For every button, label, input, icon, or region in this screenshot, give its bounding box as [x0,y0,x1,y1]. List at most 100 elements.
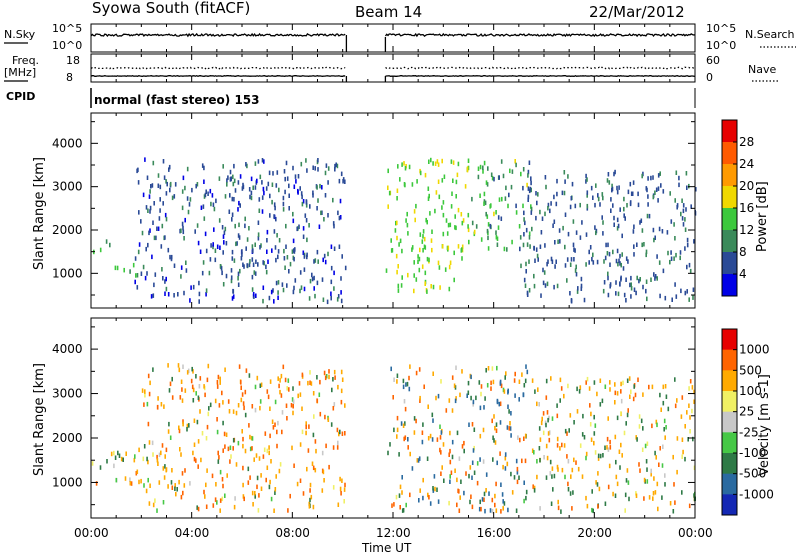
range-cell [256,475,259,481]
range-cell [617,223,620,229]
range-cell [429,211,431,216]
range-cell [401,508,404,513]
range-cell [594,450,597,455]
range-cell [448,500,450,506]
range-cell [614,400,616,405]
range-cell [431,247,433,253]
range-cell [147,459,149,465]
range-cell [322,257,324,263]
range-cell [510,411,512,416]
colorbar-swatch [722,252,737,275]
range-cell [207,363,210,369]
range-cell [640,218,643,223]
range-cell [263,260,265,266]
range-cell [406,211,408,217]
range-cell [689,429,691,434]
range-cell [461,244,464,249]
range-cell [226,178,228,183]
range-cell [496,398,499,404]
range-cell [506,247,508,252]
range-cell [533,283,536,289]
range-cell [486,214,489,219]
range-cell [635,290,637,296]
range-cell [245,368,248,373]
range-cell [306,168,308,173]
range-cell [260,473,262,478]
range-cell [508,426,511,431]
range-cell [281,282,284,287]
range-cell [273,508,275,513]
range-cell [463,448,465,454]
range-cell [523,277,526,283]
range-cell [510,433,512,438]
range-cell [277,280,280,285]
range-cell [564,179,566,184]
range-cell [422,234,424,239]
range-cell [535,215,537,221]
range-cell [679,250,682,255]
range-cell [189,197,192,202]
range-cell [468,473,470,479]
range-cell [203,165,205,171]
range-cell [309,278,312,284]
range-cell [684,290,687,296]
range-cell [483,491,486,497]
nave-series [90,66,696,70]
range-cell [169,254,171,260]
range-cell [589,245,592,250]
range-cell [483,405,485,410]
range-cell [490,380,492,386]
colorbar-swatch [722,230,737,253]
range-cell [401,275,403,280]
range-cell [151,254,153,260]
range-cell [274,487,277,492]
range-cell [431,437,434,442]
range-cell [483,201,485,206]
range-cell [492,457,494,462]
range-cell [650,472,652,477]
range-cell [427,492,429,498]
range-cell [333,369,336,375]
range-cell [652,491,655,496]
range-cell [180,494,183,500]
range-tick-label: 2000 [52,223,83,237]
range-cell [622,266,625,271]
range-cell [403,161,405,166]
range-cell [309,482,312,488]
range-cell [490,172,493,177]
range-cell [607,292,610,298]
range-cell [250,435,253,441]
range-cell [171,395,174,400]
range-cell [214,398,217,404]
range-cell [492,379,495,385]
range-cell [296,481,299,487]
range-cell [149,205,152,211]
range-cell [612,249,614,255]
range-cell [609,262,611,267]
range-cell [195,183,197,189]
range-cell [496,460,498,466]
range-cell [465,471,467,476]
range-cell [201,163,204,168]
range-cell [288,206,290,211]
range-cell [318,392,321,397]
range-cell [230,268,233,273]
range-cell [181,398,184,403]
range-cell [664,295,667,301]
range-cell [590,185,593,191]
range-cell [585,380,587,385]
range-cell [689,415,691,420]
range-cell [408,375,410,381]
range-cell [439,424,441,429]
range-cell [148,230,150,236]
range-cell [500,159,503,164]
range-cell [586,177,588,182]
range-cell [461,444,464,449]
range-cell [626,468,629,473]
range-cell [442,200,445,205]
range-cell [569,291,571,296]
range-cell [602,288,605,294]
time-tick-label: 20:00 [577,526,612,540]
range-cell [435,190,438,195]
